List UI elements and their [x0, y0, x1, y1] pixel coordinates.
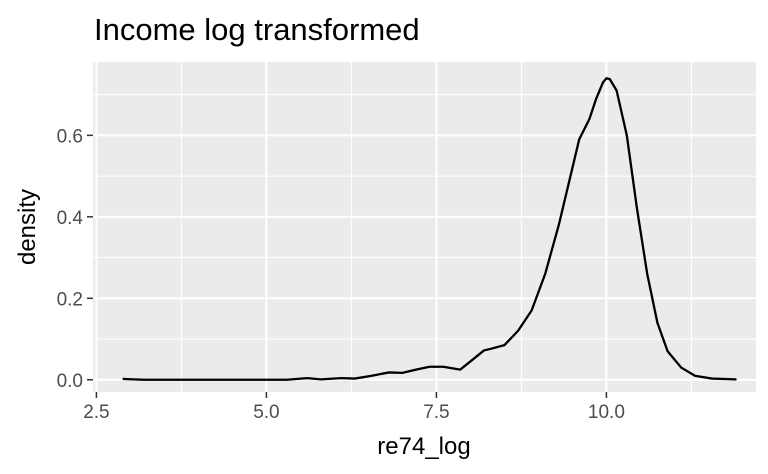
- y-tick-label: 0.2: [57, 289, 83, 310]
- major-gridlines: [93, 62, 756, 392]
- minor-gridlines: [93, 62, 756, 392]
- y-tick-label: 0.4: [57, 208, 84, 229]
- y-tick-label: 0.6: [57, 126, 83, 147]
- x-axis-title: re74_log: [377, 433, 470, 460]
- y-axis-ticks: 0.0 0.2 0.4 0.6: [57, 126, 93, 392]
- x-tick-label: 5.0: [253, 402, 279, 423]
- x-tick-label: 2.5: [83, 402, 109, 423]
- chart-title: Income log transformed: [94, 12, 420, 47]
- x-tick-label: 7.5: [423, 402, 449, 423]
- x-tick-label: 10.0: [588, 402, 625, 423]
- density-curve: [122, 77, 737, 381]
- y-tick-label: 0.0: [57, 371, 83, 392]
- x-axis-ticks: 2.5 5.0 7.5 10.0: [83, 392, 625, 423]
- y-axis-title: density: [14, 189, 41, 265]
- plot-panel: [93, 62, 756, 392]
